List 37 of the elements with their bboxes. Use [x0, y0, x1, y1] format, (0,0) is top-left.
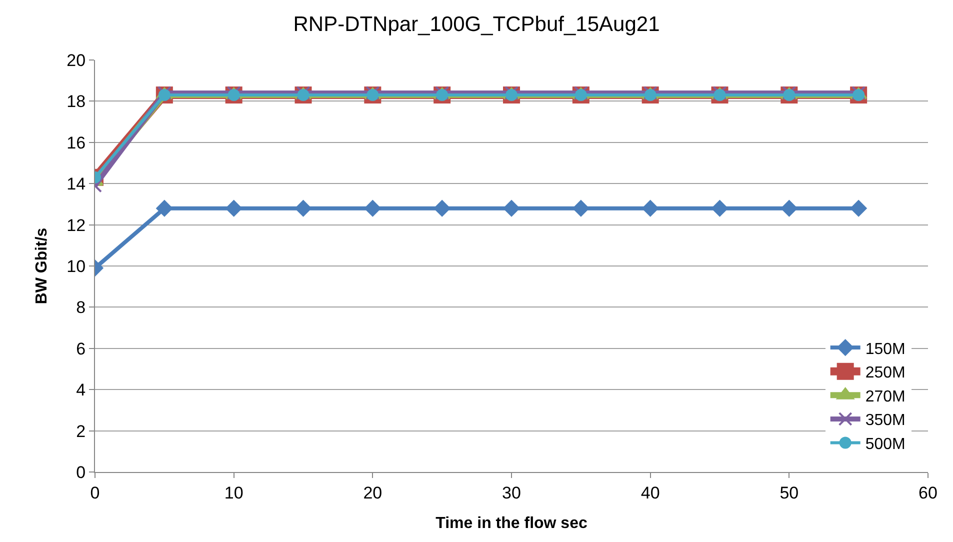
x-axis-title: Time in the flow sec	[436, 515, 588, 532]
y-tick-label: 4	[76, 380, 86, 400]
point	[434, 200, 450, 216]
y-tick-label: 6	[76, 339, 86, 358]
point	[226, 200, 242, 216]
x-tick-label: 40	[640, 483, 660, 502]
y-tick-label: 10	[66, 256, 86, 276]
x-tick-label: 0	[90, 483, 100, 502]
y-tick-label: 0	[76, 462, 86, 482]
y-tick-label: 2	[76, 422, 86, 441]
point	[156, 200, 173, 216]
x-tick-label: 30	[502, 483, 521, 502]
y-tick-label: 18	[66, 92, 86, 112]
x-tick-label: 10	[224, 483, 244, 502]
point	[503, 200, 520, 216]
x-tick-label: 20	[363, 483, 382, 502]
point	[712, 200, 728, 216]
chart-title: RNP-DTNpar_100G_TCPbuf_15Aug21	[293, 12, 660, 36]
legend-label: 500M	[865, 436, 906, 453]
point	[781, 200, 798, 216]
y-tick-label: 14	[66, 174, 86, 194]
y-tick-label: 20	[66, 50, 86, 70]
legend-label: 150M	[865, 340, 906, 358]
legend-label: 250M	[865, 364, 906, 382]
legend-label: 350M	[865, 412, 906, 430]
point	[642, 200, 658, 216]
legend-label: 270M	[865, 388, 906, 406]
x-tick-label: 50	[780, 483, 799, 502]
point	[364, 200, 381, 216]
x-tick-label: 60	[918, 483, 938, 502]
y-tick-label: 16	[66, 133, 86, 152]
y-tick-label: 12	[66, 216, 86, 235]
point	[572, 200, 590, 216]
y-axis-title: BW Gbit/s	[34, 228, 51, 304]
point	[850, 200, 867, 216]
y-tick-label: 8	[76, 298, 86, 318]
point	[295, 200, 312, 216]
